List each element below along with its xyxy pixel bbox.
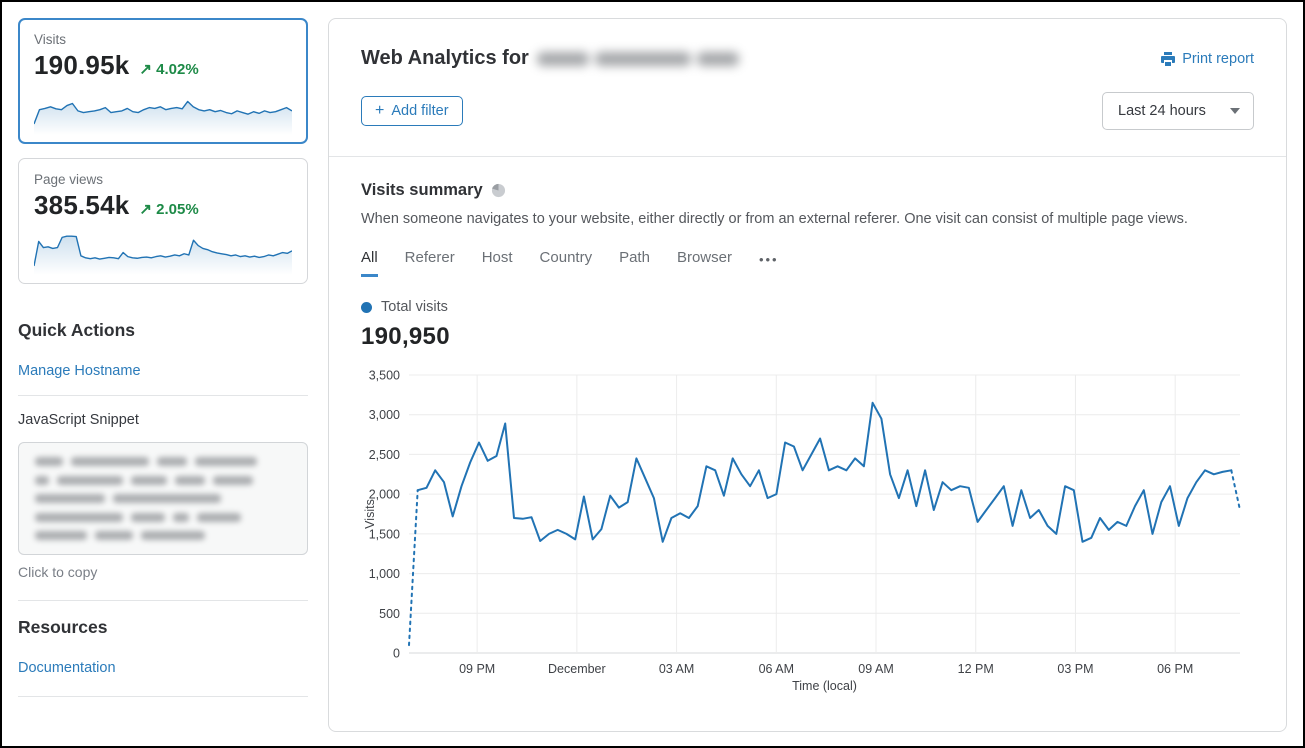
visits-summary-description: When someone navigates to your website, … <box>361 211 1188 227</box>
blurred-code-line <box>35 531 291 540</box>
total-visits-legend-dot <box>361 301 372 313</box>
main-area: Web Analytics for Print report + Add fil… <box>328 2 1303 746</box>
help-pie-icon[interactable] <box>491 183 506 198</box>
blurred-code-line <box>35 457 291 466</box>
sidebar-divider <box>18 600 308 601</box>
print-report-link[interactable]: Print report <box>1160 51 1254 67</box>
visits-stat-card[interactable]: Visits 190.95k ↗ 4.02% <box>18 18 308 144</box>
svg-text:1,500: 1,500 <box>369 527 400 541</box>
js-snippet-label: JavaScript Snippet <box>18 412 139 428</box>
trend-up-icon: ↗ <box>139 201 152 218</box>
svg-text:0: 0 <box>393 647 400 661</box>
svg-text:03 AM: 03 AM <box>659 662 694 676</box>
total-visits-value: 190,950 <box>361 323 450 350</box>
svg-text:December: December <box>548 662 606 676</box>
svg-text:3,000: 3,000 <box>369 408 400 422</box>
svg-text:2,500: 2,500 <box>369 448 400 462</box>
pageviews-card-label: Page views <box>34 172 104 187</box>
js-snippet-code-box[interactable] <box>18 442 308 555</box>
sidebar: Visits 190.95k ↗ 4.02% Page views 385.54… <box>2 2 328 746</box>
svg-text:06 AM: 06 AM <box>759 662 794 676</box>
quick-actions-heading: Quick Actions <box>18 320 136 340</box>
svg-text:03 PM: 03 PM <box>1057 662 1093 676</box>
plus-icon: + <box>375 102 385 119</box>
tab-host[interactable]: Host <box>481 249 513 266</box>
header-divider <box>329 156 1286 157</box>
sidebar-divider <box>18 395 308 396</box>
svg-text:09 PM: 09 PM <box>459 662 495 676</box>
visits-card-delta: ↗ 4.02% <box>139 61 199 78</box>
time-range-dropdown[interactable]: Last 24 hours <box>1102 92 1254 130</box>
visits-summary-title: Visits summary <box>361 181 483 199</box>
more-tabs-button[interactable]: ••• <box>758 251 779 267</box>
visits-chart: 0 500 1,000 1,500 2,000 2,500 3,000 3,500 09 PM D… <box>361 365 1254 697</box>
resources-heading: Resources <box>18 617 108 637</box>
svg-text:3,500: 3,500 <box>369 369 400 383</box>
visits-card-value: 190.95k <box>34 50 130 80</box>
page-title: Web Analytics for <box>361 47 739 70</box>
click-to-copy-hint: Click to copy <box>18 564 98 580</box>
tab-path[interactable]: Path <box>619 249 650 266</box>
tab-referer[interactable]: Referer <box>404 249 455 266</box>
blurred-domain <box>536 51 739 66</box>
total-visits-legend-label: Total visits <box>381 299 448 315</box>
trend-up-icon: ↗ <box>139 61 152 78</box>
visits-card-label: Visits <box>34 32 67 47</box>
svg-text:Time (local): Time (local) <box>792 679 857 693</box>
add-filter-button[interactable]: + Add filter <box>361 96 463 126</box>
manage-hostname-link[interactable]: Manage Hostname <box>18 363 141 379</box>
pageviews-sparkline <box>34 227 292 275</box>
tab-browser[interactable]: Browser <box>676 249 732 266</box>
svg-text:1,000: 1,000 <box>369 567 400 581</box>
svg-text:500: 500 <box>379 607 400 621</box>
pageviews-card-value: 385.54k <box>34 190 130 220</box>
analytics-card: Web Analytics for Print report + Add fil… <box>328 18 1287 732</box>
visits-sparkline <box>34 87 292 135</box>
printer-icon <box>1161 51 1176 66</box>
svg-text:09 AM: 09 AM <box>858 662 893 676</box>
sidebar-divider <box>18 696 308 697</box>
blurred-code-line <box>35 512 291 522</box>
svg-text:12 PM: 12 PM <box>958 662 994 676</box>
blurred-code-line <box>35 475 291 485</box>
tab-all[interactable]: All <box>361 249 378 277</box>
svg-text:2,000: 2,000 <box>369 488 400 502</box>
pageviews-stat-card[interactable]: Page views 385.54k ↗ 2.05% <box>18 158 308 284</box>
svg-text:Visits: Visits <box>363 499 377 529</box>
blurred-code-line <box>35 494 291 503</box>
dimension-tabs: All Referer Host Country Path Browser ••… <box>361 249 1254 277</box>
documentation-link[interactable]: Documentation <box>18 660 116 676</box>
pageviews-card-delta: ↗ 2.05% <box>139 201 199 218</box>
tab-country[interactable]: Country <box>539 249 593 266</box>
chevron-down-icon <box>1230 108 1240 114</box>
svg-text:06 PM: 06 PM <box>1157 662 1193 676</box>
